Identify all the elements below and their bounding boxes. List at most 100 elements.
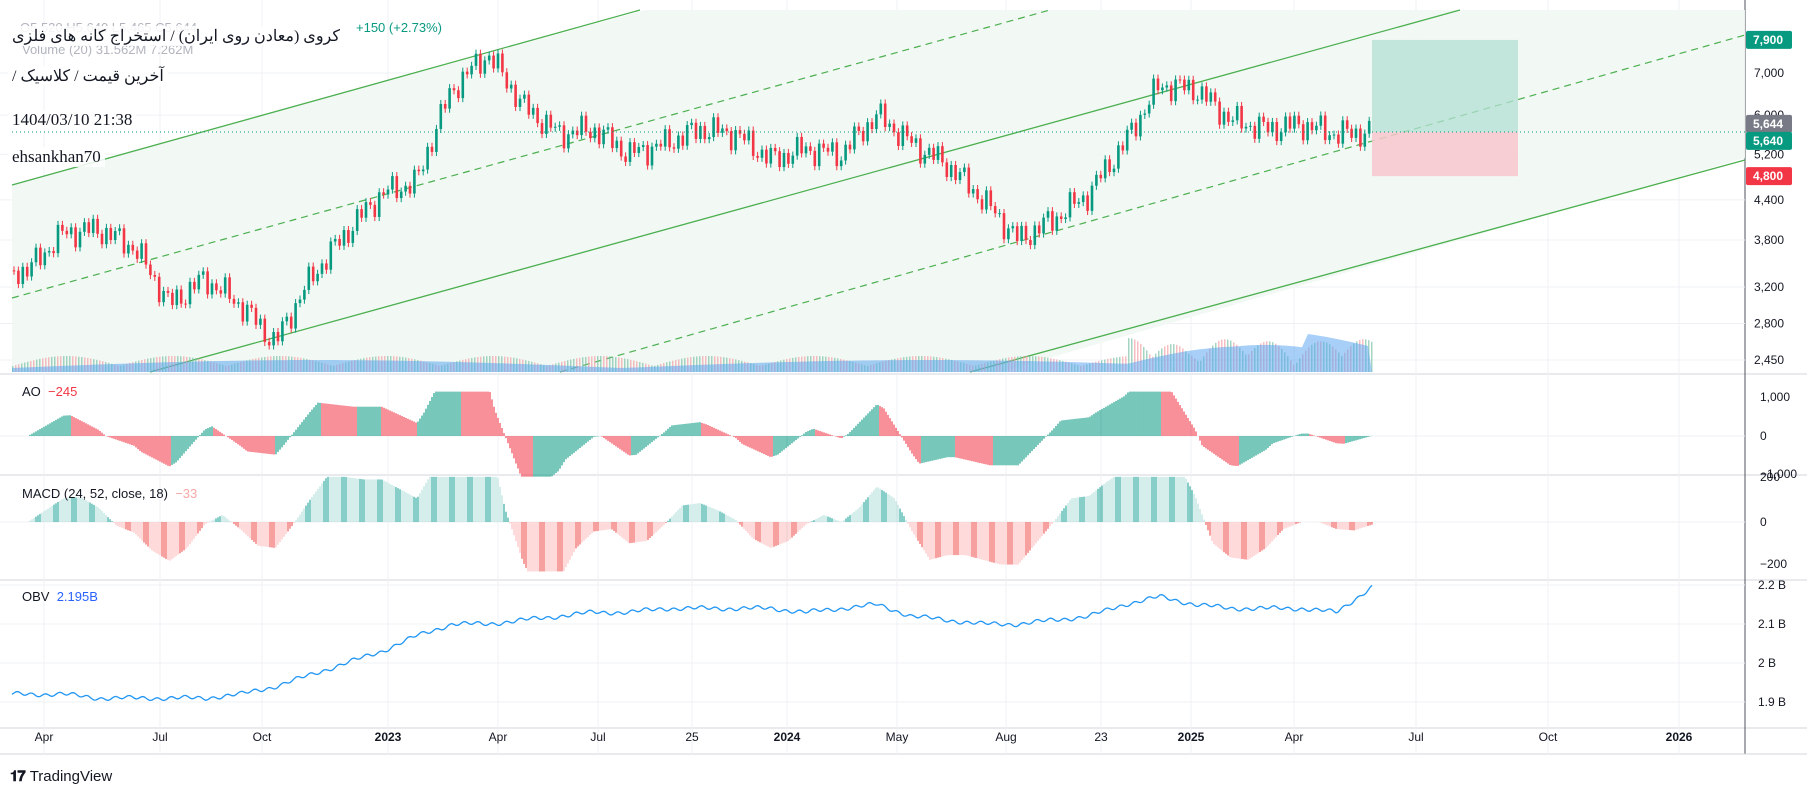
candle-body bbox=[193, 281, 196, 290]
candle-body bbox=[122, 228, 126, 254]
obv-legend[interactable]: OBV 2.195B bbox=[22, 589, 98, 604]
candle-body bbox=[993, 206, 997, 214]
candle-body bbox=[606, 127, 610, 130]
candle-body bbox=[1222, 111, 1226, 125]
candle-body bbox=[1266, 121, 1270, 133]
candle-body bbox=[377, 192, 381, 217]
price-tag bbox=[1746, 167, 1792, 186]
candle-body bbox=[1020, 225, 1023, 242]
candle-body bbox=[162, 290, 165, 303]
candle-body bbox=[448, 88, 451, 109]
candle-body bbox=[461, 71, 465, 99]
obv-tick-label: 2 B bbox=[1758, 656, 1776, 670]
candle-body bbox=[1332, 134, 1336, 136]
candle-body bbox=[795, 136, 799, 156]
candle-body bbox=[976, 189, 979, 200]
candle-body bbox=[1205, 86, 1208, 102]
candle-body bbox=[1095, 174, 1098, 186]
candle-body bbox=[1139, 114, 1142, 137]
candle-body bbox=[1315, 125, 1318, 131]
candle-body bbox=[844, 144, 847, 161]
candle-body bbox=[355, 209, 359, 231]
candle-body bbox=[822, 143, 825, 148]
candle-body bbox=[505, 72, 509, 89]
candle-body bbox=[1046, 211, 1050, 218]
candle-body bbox=[1231, 120, 1235, 122]
time-tick-label: Apr bbox=[1285, 730, 1304, 744]
candle-body bbox=[439, 104, 443, 129]
candle-body bbox=[1059, 216, 1063, 219]
time-tick-label: Apr bbox=[35, 730, 54, 744]
candle-body bbox=[663, 129, 667, 147]
candle-body bbox=[1218, 101, 1221, 125]
candle-body bbox=[1178, 79, 1182, 81]
candle-body bbox=[848, 144, 852, 150]
candle-body bbox=[861, 130, 865, 142]
volume-bar bbox=[639, 362, 641, 372]
candle-body bbox=[1306, 122, 1309, 141]
candle-body bbox=[386, 189, 390, 195]
candle-body bbox=[25, 266, 29, 277]
volume-bar bbox=[624, 358, 626, 372]
channel-line bbox=[969, 159, 1746, 373]
candle-body bbox=[250, 304, 253, 308]
candle-body bbox=[96, 218, 99, 234]
candle-body bbox=[1328, 135, 1331, 141]
candle-body bbox=[325, 263, 328, 270]
candle-body bbox=[853, 126, 856, 150]
candle-body bbox=[17, 270, 20, 285]
volume-bar bbox=[681, 358, 683, 372]
candle-body bbox=[1077, 202, 1081, 204]
candle-body bbox=[360, 209, 363, 218]
volume-bar bbox=[573, 358, 575, 372]
candle-body bbox=[338, 238, 341, 246]
macd-legend[interactable]: MACD (24, 52, close, 18) −33 bbox=[22, 486, 198, 501]
time-tick-label: Aug bbox=[995, 730, 1016, 744]
candle-body bbox=[800, 136, 803, 154]
candle-body bbox=[347, 230, 350, 243]
candle-body bbox=[650, 146, 654, 166]
candle-body bbox=[47, 251, 51, 253]
candle-body bbox=[773, 147, 777, 152]
candle-body bbox=[575, 130, 579, 136]
obv-tick-label: 1.9 B bbox=[1758, 695, 1786, 709]
volume-bar bbox=[39, 358, 41, 372]
candle-body bbox=[597, 127, 601, 145]
candle-body bbox=[69, 227, 73, 235]
candle-body bbox=[1367, 120, 1371, 134]
macd-tick-label: −200 bbox=[1760, 557, 1787, 571]
candle-body bbox=[817, 143, 821, 167]
ao-legend[interactable]: AO −245 bbox=[22, 384, 78, 399]
price-tag-label: 4,800 bbox=[1753, 169, 1783, 183]
volume-bar bbox=[1143, 346, 1145, 372]
price-tick-label: 2,450 bbox=[1754, 353, 1784, 367]
volume-bar bbox=[588, 356, 590, 372]
candle-body bbox=[153, 275, 157, 277]
price-tag-label: 5,644 bbox=[1753, 117, 1783, 131]
candle-body bbox=[127, 244, 130, 254]
candle-body bbox=[1024, 225, 1028, 240]
candle-body bbox=[866, 122, 869, 142]
candle-body bbox=[399, 191, 403, 199]
candle-body bbox=[1244, 126, 1248, 129]
price-tag bbox=[1746, 114, 1792, 133]
candle-body bbox=[1130, 122, 1133, 130]
candle-body bbox=[985, 190, 988, 210]
volume-bar bbox=[75, 356, 77, 372]
candle-body bbox=[223, 277, 227, 294]
volume-bar bbox=[69, 356, 71, 372]
candle-body bbox=[716, 117, 720, 133]
ao-tick-label: 1,000 bbox=[1760, 390, 1790, 404]
candle-body bbox=[980, 199, 984, 210]
candle-body bbox=[65, 230, 69, 235]
candle-body bbox=[857, 126, 861, 131]
price-tick-label: 2,800 bbox=[1754, 316, 1784, 330]
volume-bar bbox=[84, 357, 86, 372]
volume-bar bbox=[1371, 341, 1373, 372]
candle-body bbox=[373, 204, 377, 217]
tradingview-watermark[interactable]: 𝟏𝟕 TradingView bbox=[10, 768, 113, 785]
candle-body bbox=[43, 252, 47, 266]
candle-body bbox=[914, 138, 918, 143]
candle-body bbox=[1319, 115, 1323, 126]
